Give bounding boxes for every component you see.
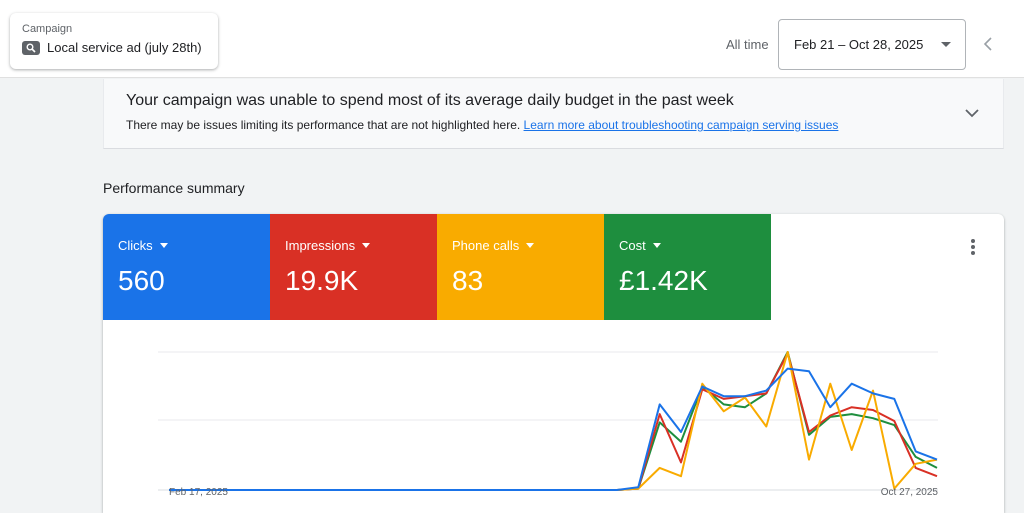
metric-tile-clicks[interactable]: Clicks 560	[103, 214, 270, 320]
metric-value: 83	[452, 265, 484, 296]
metric-value: 19.9K	[285, 265, 359, 296]
campaign-selector[interactable]: Campaign Local service ad (july 28th)	[10, 13, 218, 69]
metric-tile-impressions[interactable]: Impressions 19.9K	[270, 214, 437, 320]
metric-tile-phone-calls[interactable]: Phone calls 83	[437, 214, 604, 320]
caret-down-icon	[652, 243, 661, 248]
search-icon	[22, 40, 40, 55]
troubleshooting-link[interactable]: Learn more about troubleshooting campaig…	[523, 118, 839, 132]
performance-line-chart: Feb 17, 2025 Oct 27, 2025	[158, 351, 939, 498]
metric-label: Cost	[619, 238, 646, 253]
top-bar: Campaign Local service ad (july 28th) Al…	[0, 0, 1024, 78]
alert-body: There may be issues limiting its perform…	[126, 118, 838, 132]
alert-body-text: There may be issues limiting its perform…	[126, 118, 521, 132]
performance-summary-card: Clicks 560 Impressions 19.9K Phone calls…	[103, 214, 1004, 513]
caret-down-icon	[362, 243, 371, 248]
more-options-icon[interactable]	[969, 238, 977, 256]
campaign-name: Local service ad (july 28th)	[47, 40, 202, 55]
series-line-impressions	[169, 352, 938, 491]
caret-down-icon	[941, 42, 951, 47]
chart-gridlines	[158, 351, 938, 491]
date-range-value: Feb 21 – Oct 28, 2025	[794, 37, 924, 52]
caret-down-icon	[526, 243, 535, 248]
campaign-label: Campaign	[22, 23, 73, 35]
metric-label: Impressions	[285, 238, 356, 253]
metric-label: Phone calls	[452, 238, 520, 253]
chart-series	[169, 351, 938, 491]
metric-value: £1.42K	[619, 265, 708, 296]
metric-value: 560	[118, 265, 165, 296]
series-line-clicks	[169, 367, 938, 491]
metric-label: Clicks	[118, 238, 153, 253]
date-range-dropdown[interactable]: Feb 21 – Oct 28, 2025	[778, 19, 966, 70]
caret-down-icon	[159, 243, 168, 248]
metric-tiles: Clicks 560 Impressions 19.9K Phone calls…	[103, 214, 771, 320]
all-time-label: All time	[726, 37, 769, 52]
chevron-down-icon[interactable]	[962, 103, 982, 123]
alert-title: Your campaign was unable to spend most o…	[126, 92, 734, 109]
metric-tile-cost[interactable]: Cost £1.42K	[604, 214, 771, 320]
x-axis-start-label: Feb 17, 2025	[169, 487, 228, 498]
x-axis-end-label: Oct 27, 2025	[881, 487, 939, 498]
chevron-left-icon[interactable]	[980, 34, 996, 54]
budget-alert-banner: Your campaign was unable to spend most o…	[103, 79, 1004, 149]
section-title: Performance summary	[103, 180, 245, 196]
